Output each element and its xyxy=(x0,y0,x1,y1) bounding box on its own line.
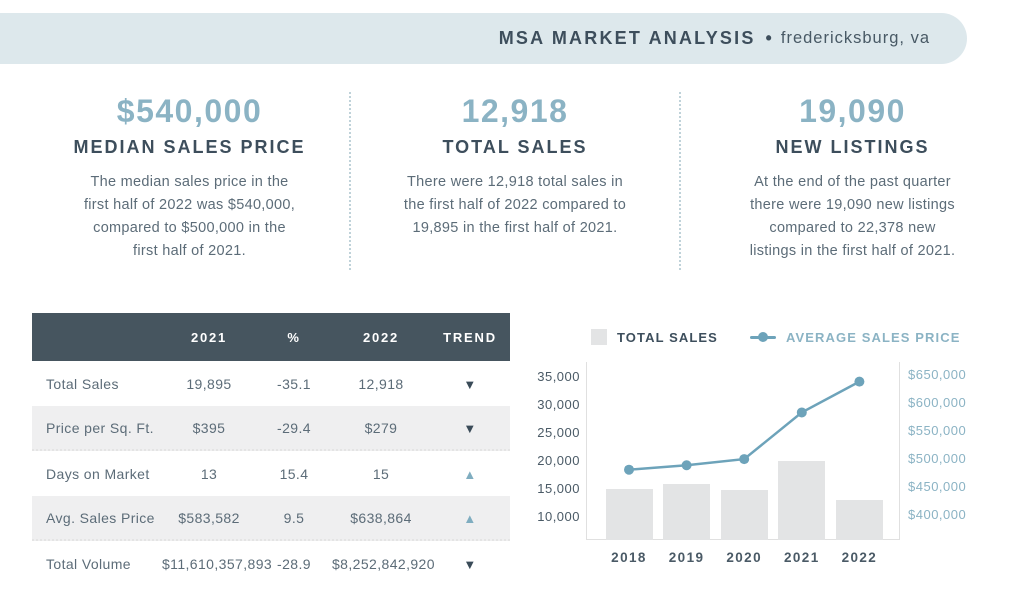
row-label: Total Sales xyxy=(46,375,119,392)
row-label: Total Volume xyxy=(46,555,131,572)
report-title: MSA MARKET ANALYSIS xyxy=(498,28,756,48)
stat-label: TOTAL SALES xyxy=(442,137,588,157)
total-sales-bar xyxy=(835,500,883,540)
trend-arrow-icon: ▲ xyxy=(463,510,477,526)
x-axis-label: 2019 xyxy=(668,550,705,565)
value-2021: $395 xyxy=(192,419,226,436)
total-sales-bar xyxy=(720,489,768,540)
line-marker-dot xyxy=(739,454,750,465)
right-axis-tick-label: $450,000 xyxy=(908,478,967,494)
stat-value: $540,000 xyxy=(116,93,263,129)
value-pct: -29.4 xyxy=(277,419,311,436)
x-axis-label: 2018 xyxy=(611,550,647,565)
value-pct: -35.1 xyxy=(277,375,311,392)
stat-label: NEW LISTINGS xyxy=(775,137,930,157)
x-axis-label: 2022 xyxy=(841,550,878,565)
right-axis-tick-label: $550,000 xyxy=(908,423,967,439)
stat-value: 12,918 xyxy=(461,93,569,129)
value-pct: 15.4 xyxy=(279,465,309,482)
row-label: Price per Sq. Ft. xyxy=(46,419,154,436)
value-2021: 13 xyxy=(200,465,218,482)
stat-label: MEDIAN SALES PRICE xyxy=(73,137,306,157)
row-label: Days on Market xyxy=(46,465,150,482)
value-pct: 9.5 xyxy=(283,509,305,526)
total-sales-bar xyxy=(663,484,711,540)
chart-plot-area: 2018 2019 2020 2021 2022 xyxy=(586,362,900,565)
stat-card-new-listings: 19,090 NEW LISTINGS At the end of the pa… xyxy=(681,92,1024,270)
value-2021: $11,610,357,893 xyxy=(162,555,273,572)
total-sales-bar xyxy=(605,488,653,540)
total-sales-bar xyxy=(778,461,826,540)
line-marker-dot xyxy=(624,464,634,475)
value-2021: 19,895 xyxy=(186,375,232,392)
trend-arrow-icon: ▼ xyxy=(463,556,477,572)
report-location: fredericksburg, va xyxy=(780,29,930,47)
table-row: Avg. Sales Price $583,582 9.5 $638,864 ▲ xyxy=(32,496,510,541)
stat-description: The median sales price in the first half… xyxy=(83,174,296,259)
right-axis-tick-label: $650,000 xyxy=(908,367,967,383)
left-axis-tick-label: 10,000 xyxy=(537,508,580,524)
left-axis-tick-label: 20,000 xyxy=(537,452,580,468)
metrics-table: 2021 % 2022 TREND Total Sales 19,895 -35… xyxy=(32,313,510,586)
table-row: Days on Market 13 15.4 15 ▲ xyxy=(32,451,510,496)
value-2022: $279 xyxy=(364,419,398,436)
average-sales-price-line xyxy=(624,376,865,475)
sales-chart: TOTAL SALES AVERAGE SALES PRICE 2018 2019… xyxy=(525,315,1024,595)
stat-value: 19,090 xyxy=(799,93,906,129)
left-axis-tick-label: 30,000 xyxy=(537,396,580,412)
line-marker-dot xyxy=(796,407,807,418)
legend-label-total-sales: TOTAL SALES xyxy=(617,329,718,345)
right-axis-tick-label: $400,000 xyxy=(908,506,967,522)
table-row: Total Sales 19,895 -35.1 12,918 ▼ xyxy=(32,361,510,406)
stat-card-median-sales-price: $540,000 MEDIAN SALES PRICE The median s… xyxy=(0,92,351,270)
stat-description: There were 12,918 total sales in the fir… xyxy=(403,174,627,236)
left-axis-tick-label: 35,000 xyxy=(537,369,580,385)
stats-row: $540,000 MEDIAN SALES PRICE The median s… xyxy=(0,92,1024,270)
chart-legend: TOTAL SALES AVERAGE SALES PRICE xyxy=(591,329,960,345)
stat-card-total-sales: 12,918 TOTAL SALES There were 12,918 tot… xyxy=(351,92,681,270)
value-pct: -28.9 xyxy=(277,555,311,572)
right-axis-tick-label: $500,000 xyxy=(908,451,967,467)
total-sales-legend-swatch xyxy=(591,329,607,345)
value-2022: 15 xyxy=(372,465,390,482)
value-2022: 12,918 xyxy=(358,375,404,392)
table-row: Price per Sq. Ft. $395 -29.4 $279 ▼ xyxy=(32,406,510,451)
table-header-2022: 2022 xyxy=(362,329,400,345)
legend-label-average-sales-price: AVERAGE SALES PRICE xyxy=(785,329,961,345)
table-row: Total Volume $11,610,357,893 -28.9 $8,25… xyxy=(32,541,510,586)
title-separator-bullet: • xyxy=(765,28,772,48)
row-label: Avg. Sales Price xyxy=(46,509,155,526)
average-sales-price-legend-icon xyxy=(749,332,776,342)
right-axis-tick-label: $600,000 xyxy=(908,395,967,411)
table-header-trend: TREND xyxy=(443,329,497,345)
line-marker-dot xyxy=(854,376,865,387)
value-2022: $8,252,842,920 xyxy=(332,555,435,572)
line-marker-dot xyxy=(681,460,692,471)
x-axis-label: 2021 xyxy=(783,550,820,565)
value-2021: $583,582 xyxy=(178,509,240,526)
trend-arrow-icon: ▼ xyxy=(463,420,477,436)
table-header-pct: % xyxy=(287,329,301,345)
table-header-2021: 2021 xyxy=(190,329,228,345)
table-header-row: 2021 % 2022 TREND xyxy=(32,313,510,361)
left-axis-tick-label: 25,000 xyxy=(537,424,580,440)
trend-arrow-icon: ▲ xyxy=(463,466,477,482)
x-axis-label: 2020 xyxy=(726,550,762,565)
header-bar: MSA MARKET ANALYSIS • fredericksburg, va xyxy=(0,13,967,64)
left-axis-tick-label: 15,000 xyxy=(537,480,580,496)
trend-arrow-icon: ▼ xyxy=(463,376,477,392)
stat-description: At the end of the past quarter there wer… xyxy=(749,174,956,259)
value-2022: $638,864 xyxy=(350,509,412,526)
